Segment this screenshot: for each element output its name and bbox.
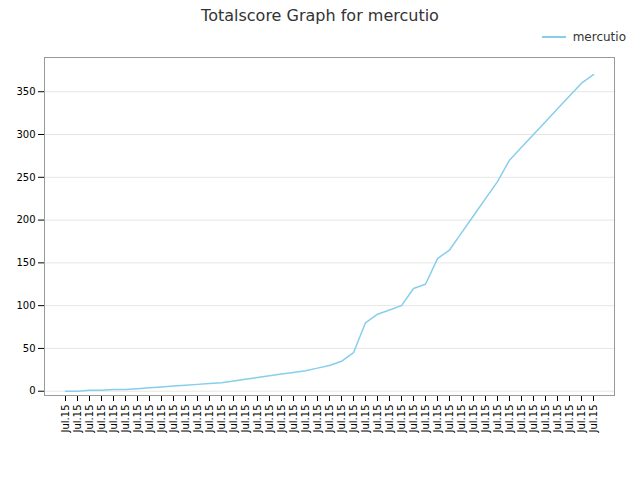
svg-text:Jul.15: Jul.15	[180, 405, 191, 434]
html-text:Totalscore Graph for mercutio: Totalscore Graph for mercutio	[201, 6, 439, 25]
svg-text:Jul.15: Jul.15	[420, 405, 431, 434]
svg-text:250: 250	[16, 171, 35, 182]
svg-text:Jul.15: Jul.15	[132, 405, 143, 434]
svg-text:300: 300	[16, 129, 35, 140]
svg-text:Jul.15: Jul.15	[384, 405, 395, 434]
svg-text:Jul.15: Jul.15	[252, 405, 263, 434]
svg-text:Jul.15: Jul.15	[360, 405, 371, 434]
svg-text:Jul.15: Jul.15	[576, 405, 587, 434]
svg-text:Jul.15: Jul.15	[492, 405, 503, 434]
svg-text:Jul.15: Jul.15	[312, 405, 323, 434]
svg-text:Jul.15: Jul.15	[240, 405, 251, 434]
svg-text:Jul.15: Jul.15	[96, 405, 107, 434]
svg-text:Jul.15: Jul.15	[72, 405, 83, 434]
svg-text:200: 200	[16, 214, 35, 225]
svg-text:Jul.15: Jul.15	[300, 405, 311, 434]
svg-text:Jul.15: Jul.15	[528, 405, 539, 434]
svg-text:Jul.15: Jul.15	[108, 405, 119, 434]
svg-text:Jul.15: Jul.15	[60, 405, 71, 434]
svg-text:Jul.15: Jul.15	[228, 405, 239, 434]
svg-text:Jul.15: Jul.15	[216, 405, 227, 434]
svg-text:Jul.15: Jul.15	[408, 405, 419, 434]
svg-text:100: 100	[16, 300, 35, 311]
svg-text:50: 50	[23, 343, 36, 354]
svg-text:Jul.15: Jul.15	[516, 405, 527, 434]
svg-text:Jul.15: Jul.15	[336, 405, 347, 434]
svg-text:Jul.15: Jul.15	[168, 405, 179, 434]
svg-text:Jul.15: Jul.15	[192, 405, 203, 434]
svg-text:Jul.15: Jul.15	[120, 405, 131, 434]
svg-text:150: 150	[16, 257, 35, 268]
svg-text:350: 350	[16, 86, 35, 97]
svg-text:Jul.15: Jul.15	[432, 405, 443, 434]
svg-text:Jul.15: Jul.15	[468, 405, 479, 434]
svg-text:Jul.15: Jul.15	[348, 405, 359, 434]
svg-text:Jul.15: Jul.15	[396, 405, 407, 434]
html-text:mercutio: mercutio	[572, 30, 626, 44]
svg-text:Jul.15: Jul.15	[588, 405, 599, 434]
svg-text:Jul.15: Jul.15	[264, 405, 275, 434]
svg-text:Jul.15: Jul.15	[144, 405, 155, 434]
svg-text:Jul.15: Jul.15	[372, 405, 383, 434]
svg-text:0: 0	[29, 385, 35, 396]
svg-text:Jul.15: Jul.15	[84, 405, 95, 434]
svg-text:Jul.15: Jul.15	[204, 405, 215, 434]
svg-text:Jul.15: Jul.15	[552, 405, 563, 434]
svg-text:Jul.15: Jul.15	[156, 405, 167, 434]
svg-text:Jul.15: Jul.15	[444, 405, 455, 434]
svg-text:Jul.15: Jul.15	[480, 405, 491, 434]
svg-text:Jul.15: Jul.15	[288, 405, 299, 434]
svg-text:Jul.15: Jul.15	[456, 405, 467, 434]
svg-text:Jul.15: Jul.15	[324, 405, 335, 434]
svg-text:Jul.15: Jul.15	[276, 405, 287, 434]
svg-text:Jul.15: Jul.15	[504, 405, 515, 434]
svg-text:Jul.15: Jul.15	[564, 405, 575, 434]
svg-text:Jul.15: Jul.15	[540, 405, 551, 434]
